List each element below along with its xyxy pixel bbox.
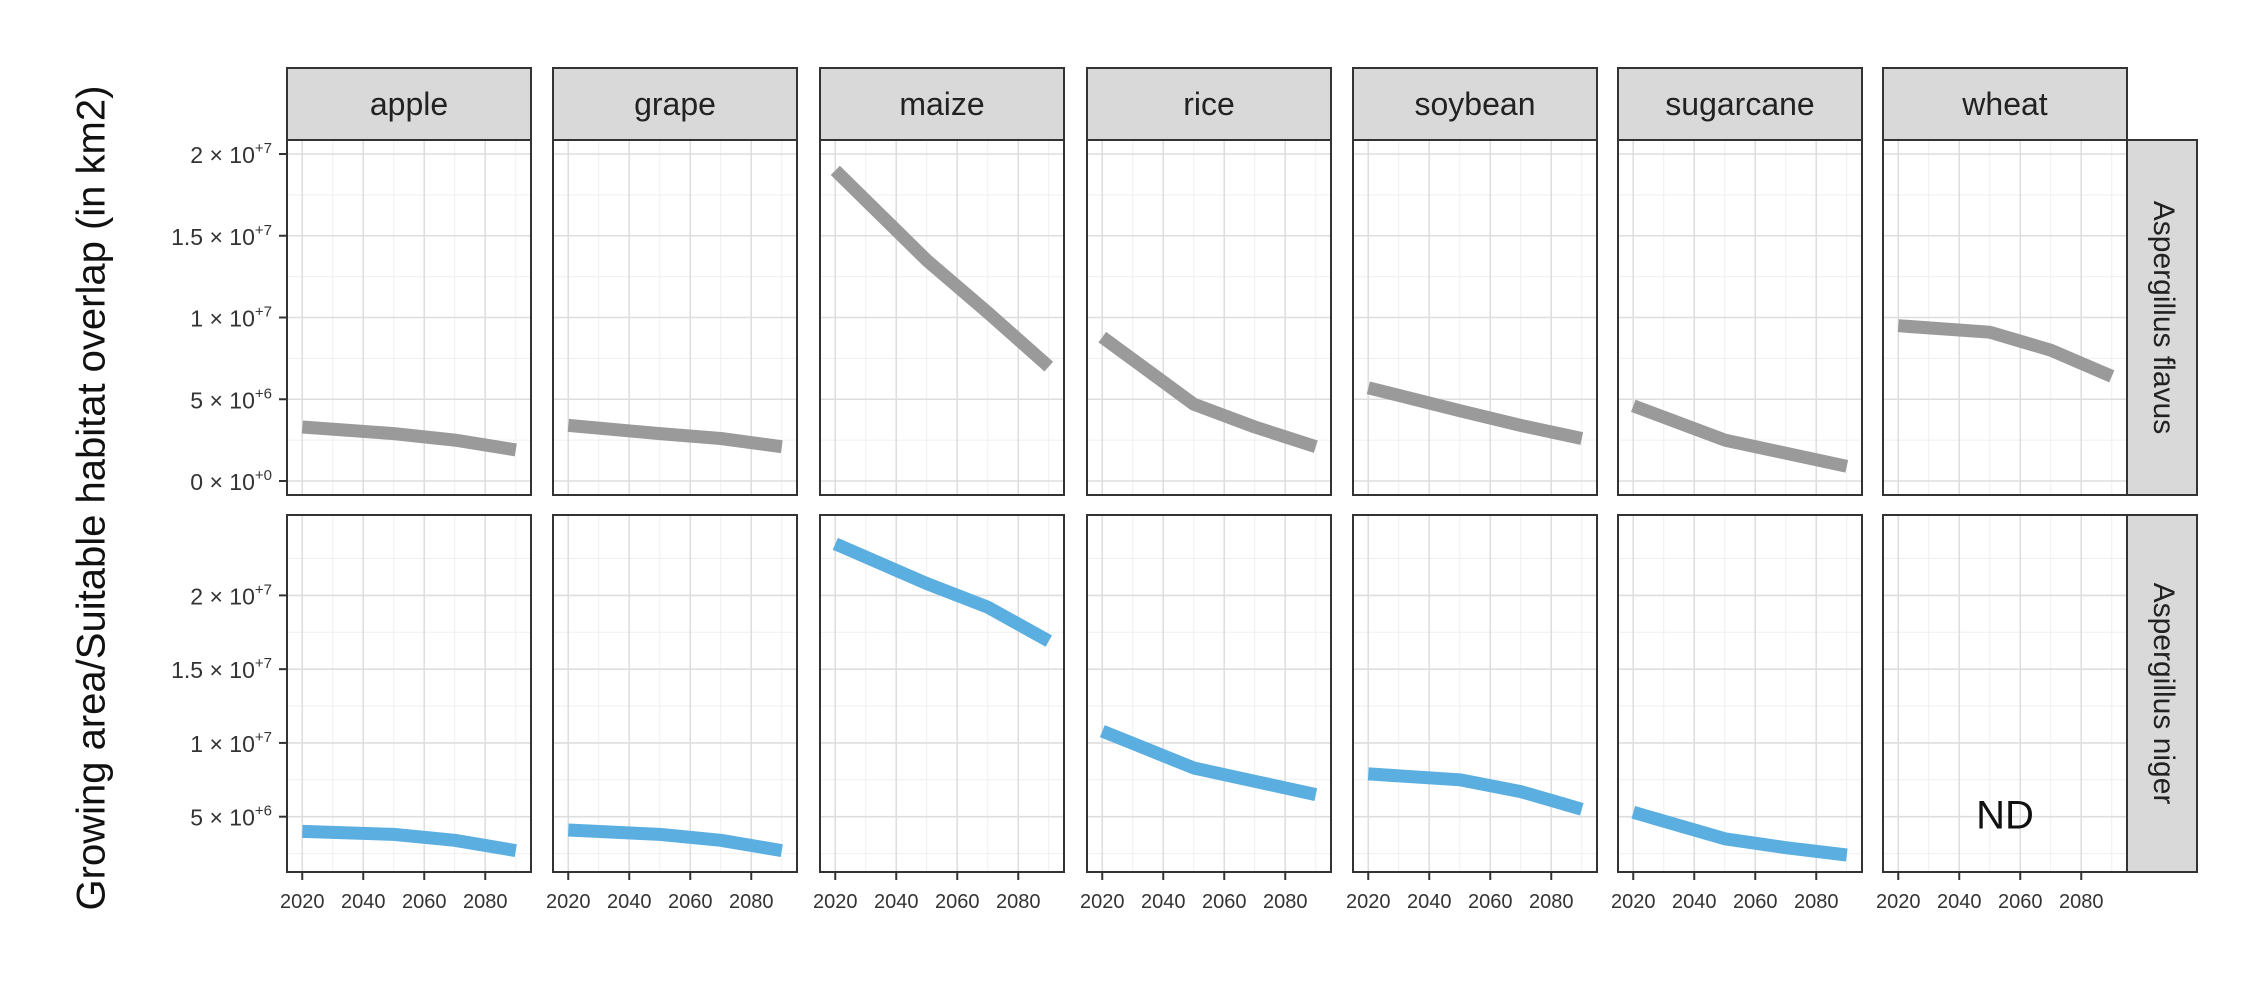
x-tick-label: 2040 (874, 891, 919, 913)
y-axis-title: Growing area/Suitable habitat overlap (i… (69, 85, 114, 911)
facet-strip-right (2126, 514, 2198, 873)
facet-label-apple: apple (370, 86, 448, 122)
y-tick-label: 5 × 10+6 (190, 385, 272, 413)
facet-label-soybean: soybean (1415, 86, 1536, 122)
x-tick-label: 2060 (1468, 891, 1513, 913)
x-tick-label: 2040 (1937, 891, 1982, 913)
panel-border (1617, 514, 1863, 873)
facet-strip-top (552, 67, 798, 141)
series-line-maize (830, 165, 1054, 372)
x-tick-label: 2020 (1346, 891, 1391, 913)
y-tick-label: 1 × 10+7 (190, 729, 272, 757)
x-tick-label: 2040 (1407, 891, 1452, 913)
x-tick-label: 2040 (607, 891, 652, 913)
facet-label-wheat: wheat (1961, 86, 2048, 122)
x-tick-label: 2060 (1733, 891, 1778, 913)
x-tick-label: 2020 (1876, 891, 1921, 913)
panel-background (287, 515, 531, 872)
facet-label-row: Aspergillus niger (2147, 583, 2180, 805)
panel-border (1086, 514, 1332, 873)
x-tick-label: 2080 (729, 891, 774, 913)
x-tick-label: 2020 (1080, 891, 1125, 913)
panel-border (1352, 514, 1598, 873)
x-tick-label: 2060 (1998, 891, 2043, 913)
series-line-wheat (1897, 319, 2115, 383)
x-tick-label: 2060 (402, 891, 447, 913)
facet-strip-top (1617, 67, 1863, 141)
x-tick-label: 2080 (1263, 891, 1308, 913)
panel-background (553, 515, 797, 872)
panel-background (1353, 515, 1597, 872)
panel-background (1883, 515, 2127, 872)
x-tick-label: 2020 (546, 891, 591, 913)
y-tick-label: 2 × 10+7 (190, 140, 272, 168)
x-tick-label: 2020 (280, 891, 325, 913)
series-line-rice (1098, 331, 1318, 453)
x-tick-label: 2020 (813, 891, 858, 913)
facet-label-sugarcane: sugarcane (1665, 86, 1814, 122)
y-tick-label: 1.5 × 10+7 (171, 655, 272, 683)
x-tick-label: 2040 (1141, 891, 1186, 913)
facet-label-rice: rice (1183, 86, 1235, 122)
series-line-soybean (1367, 767, 1584, 816)
series-line-soybean (1366, 381, 1584, 445)
facet-label-maize: maize (899, 86, 984, 122)
x-tick-label: 2040 (1672, 891, 1717, 913)
x-tick-label: 2020 (1611, 891, 1656, 913)
panel-border (286, 514, 532, 873)
x-tick-label: 2080 (2059, 891, 2104, 913)
x-tick-label: 2080 (1794, 891, 1839, 913)
series-line-apple (302, 824, 517, 858)
y-tick-label: 1.5 × 10+7 (171, 222, 272, 250)
x-tick-label: 2060 (935, 891, 980, 913)
panel-border (552, 514, 798, 873)
panel-border (819, 514, 1065, 873)
x-tick-label: 2060 (668, 891, 713, 913)
series-line-sugarcane (1631, 806, 1848, 862)
series-line-rice (1099, 725, 1318, 801)
series-line-grape (567, 823, 783, 858)
x-tick-label: 2080 (1529, 891, 1574, 913)
facet-label-grape: grape (634, 86, 716, 122)
y-tick-label: 1 × 10+7 (190, 304, 272, 332)
y-tick-label: 2 × 10+7 (190, 581, 272, 609)
annotation-nd: ND (1976, 794, 2034, 838)
series-line-maize (832, 537, 1052, 647)
y-tick-label: 0 × 10+0 (190, 467, 272, 495)
x-tick-label: 2080 (996, 891, 1041, 913)
x-tick-label: 2060 (1202, 891, 1247, 913)
facet-strip-right (2126, 139, 2198, 496)
series-line-sugarcane (1631, 399, 1849, 473)
x-tick-label: 2080 (463, 891, 508, 913)
facet-strip-top (1882, 67, 2128, 141)
facet-label-row: Aspergillus flavus (2147, 201, 2180, 434)
series-line-apple (301, 420, 517, 457)
panel-background (820, 515, 1064, 872)
facet-strip-top (1352, 67, 1598, 141)
panel-background (1087, 515, 1331, 872)
facet-strip-top (286, 67, 532, 141)
facet-strip-top (1086, 67, 1332, 141)
y-tick-label: 5 × 10+6 (190, 803, 272, 831)
series-line-grape (567, 418, 783, 454)
x-tick-label: 2040 (341, 891, 386, 913)
facet-strip-top (819, 67, 1065, 141)
panel-background (1618, 515, 1862, 872)
